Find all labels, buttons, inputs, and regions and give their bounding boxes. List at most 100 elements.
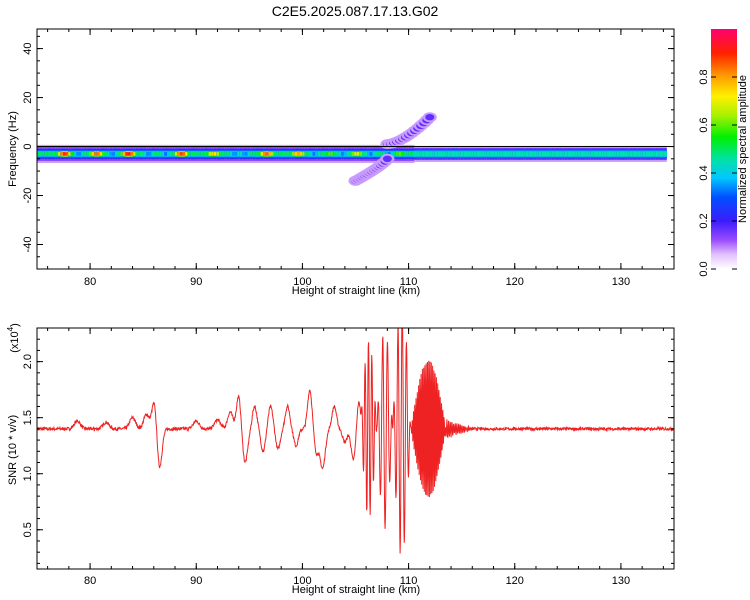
heatmap-cell (143, 152, 147, 156)
colorbar-tick-label: 0.0 (698, 261, 710, 276)
heatmap-cell (663, 151, 667, 157)
heatmap-cell (349, 152, 353, 156)
heatmap-cell (263, 152, 267, 156)
heatmap-cell (94, 152, 98, 156)
heatmap-cell (473, 151, 477, 157)
colorbar-gradient (711, 29, 737, 269)
heatmap-cell (455, 151, 459, 157)
heatmap-cell (104, 152, 108, 156)
heatmap-cell (276, 152, 280, 156)
heatmap-cell (533, 151, 537, 157)
heatmap-cell (133, 152, 137, 156)
heatmap-cell (99, 152, 103, 156)
heatmap-cell (356, 152, 360, 156)
heatmap-cell (315, 152, 319, 156)
heatmap-cell (351, 152, 355, 156)
heatmap-cell (544, 151, 548, 157)
heatmap-cell (91, 152, 95, 156)
x-tick-label: 90 (190, 276, 202, 288)
heatmap-cell (193, 152, 197, 156)
heatmap-cell (206, 152, 210, 156)
heatmap-cell (434, 151, 438, 157)
heatmap-cell (310, 152, 314, 156)
heatmap-cell (107, 152, 111, 156)
y-tick-label: -40 (22, 237, 34, 253)
heatmap-cell (185, 152, 189, 156)
heatmap-cell (169, 152, 173, 156)
heatmap-cell (216, 152, 220, 156)
heatmap-cell (250, 152, 254, 156)
heatmap-cell (619, 151, 623, 157)
y-tick-label: 2.0 (22, 354, 34, 369)
heatmap-cell (203, 152, 207, 156)
heatmap-cell (403, 152, 407, 156)
heatmap-cell (190, 152, 194, 156)
heatmap-cell (427, 151, 431, 157)
heatmap-cell (642, 151, 646, 157)
heatmap-cell (89, 152, 93, 156)
heatmap-cell (120, 152, 124, 156)
heatmap-cell (78, 152, 82, 156)
heatmap-cell (466, 151, 470, 157)
heatmap-cell (73, 152, 77, 156)
heatmap-cell (479, 151, 483, 157)
heatmap-cell (177, 152, 181, 156)
heatmap-cell (624, 151, 628, 157)
heatmap-cell (294, 152, 298, 156)
colorbar-tick-label: 0.6 (698, 117, 710, 132)
heatmap-cell (458, 151, 462, 157)
y-tick-label: 40 (22, 42, 34, 54)
heatmap-cell (416, 151, 420, 157)
heatmap-cell (341, 152, 345, 156)
heatmap-cell (380, 152, 384, 156)
colorbar-ticks: 0.0 0.2 0.4 0.6 0.8 (698, 69, 737, 277)
heatmap-cell (141, 152, 145, 156)
heatmap-cell (661, 151, 665, 157)
heatmap-cell (156, 152, 160, 156)
heatmap-cell (367, 152, 371, 156)
heatmap-cell (580, 151, 584, 157)
heatmap-cell (588, 151, 592, 157)
heatmap-cell (419, 151, 423, 157)
heatmap-cell (317, 152, 321, 156)
heatmap-cell (96, 152, 100, 156)
colorbar-label: Normalized spectral amplitude (737, 75, 749, 223)
heatmap-cell (232, 152, 236, 156)
heatmap-cell (507, 151, 511, 157)
heatmap-cell (359, 152, 363, 156)
heatmap-cell (640, 151, 644, 157)
heatmap-cell (151, 152, 155, 156)
heatmap-cell (226, 152, 230, 156)
heatmap-cell (60, 152, 64, 156)
heatmap-cell (76, 152, 80, 156)
heatmap-cell (632, 151, 636, 157)
x-tick-label: 100 (293, 575, 311, 587)
heatmap-cell (302, 152, 306, 156)
heatmap-cell (570, 151, 574, 157)
heatmap-cell (497, 151, 501, 157)
heatmap-cell (229, 152, 233, 156)
heatmap-cell (55, 152, 59, 156)
heatmap-cell (234, 152, 238, 156)
heatmap-cell (510, 151, 514, 157)
heatmap-cell (538, 151, 542, 157)
heatmap-cell (564, 151, 568, 157)
y-tick-label: 20 (22, 91, 34, 103)
heatmap-cell (442, 151, 446, 157)
heatmap-cell (627, 151, 631, 157)
heatmap-cell (115, 152, 119, 156)
heatmap-cell (291, 152, 295, 156)
heatmap-cell (219, 152, 223, 156)
heatmap-cell (304, 152, 308, 156)
heatmap-cell (390, 152, 394, 156)
heatmap-cell (395, 152, 399, 156)
heatmap-cell (37, 152, 41, 156)
heatmap-cell (377, 152, 381, 156)
heatmap-cell (650, 151, 654, 157)
heatmap-cell (146, 152, 150, 156)
heatmap-cell (528, 151, 532, 157)
y-tick-label: 1.0 (22, 466, 34, 481)
spectrogram-panel: 80 90 100 110 120 130 40 20 0 -20 -40 Height of st… (7, 28, 675, 297)
heatmap-cell (47, 152, 51, 156)
heatmap-cell (211, 152, 215, 156)
